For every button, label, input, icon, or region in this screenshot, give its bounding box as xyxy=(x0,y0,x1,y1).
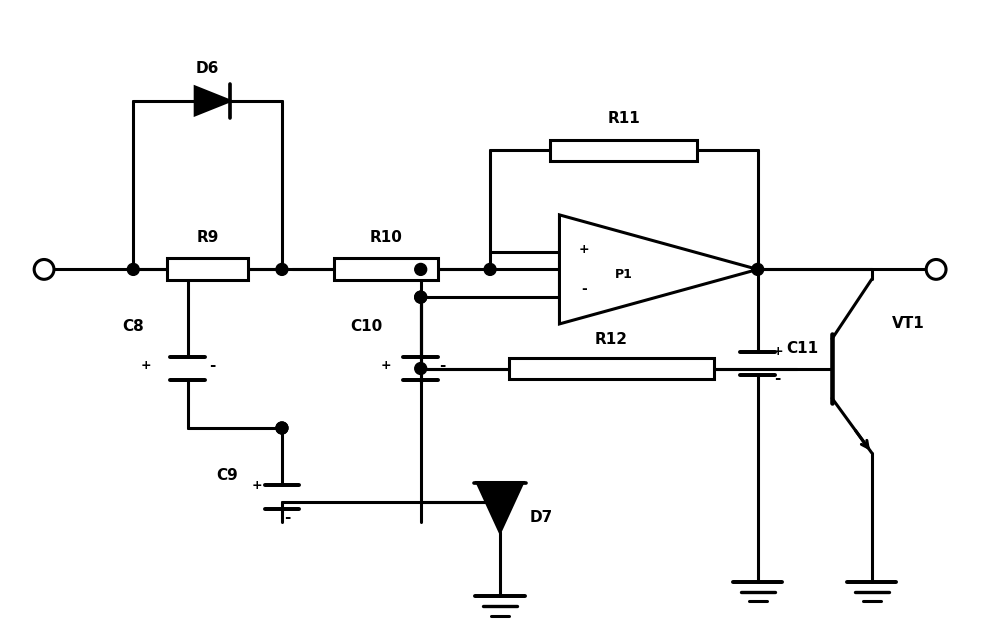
Text: P1: P1 xyxy=(615,268,633,281)
Circle shape xyxy=(276,422,288,434)
Text: +: + xyxy=(252,479,262,492)
Text: -: - xyxy=(209,358,216,373)
Text: -: - xyxy=(284,509,290,525)
Text: C8: C8 xyxy=(122,319,144,334)
Circle shape xyxy=(415,264,427,276)
Text: D7: D7 xyxy=(530,509,553,525)
Text: -: - xyxy=(774,371,781,386)
Circle shape xyxy=(415,291,427,303)
Circle shape xyxy=(276,264,288,276)
Circle shape xyxy=(484,264,496,276)
Text: -: - xyxy=(581,282,587,296)
Text: R11: R11 xyxy=(608,111,640,126)
Text: +: + xyxy=(141,359,151,372)
FancyBboxPatch shape xyxy=(167,259,248,281)
FancyBboxPatch shape xyxy=(509,358,714,379)
FancyBboxPatch shape xyxy=(334,259,438,281)
Text: VT1: VT1 xyxy=(892,316,924,331)
Text: C9: C9 xyxy=(217,467,238,482)
Circle shape xyxy=(415,291,427,303)
Polygon shape xyxy=(559,215,758,324)
Text: +: + xyxy=(381,359,391,372)
Circle shape xyxy=(415,362,427,374)
Text: C10: C10 xyxy=(350,319,382,334)
Text: -: - xyxy=(439,358,446,373)
Text: +: + xyxy=(772,345,783,358)
Text: R9: R9 xyxy=(196,230,219,245)
Text: D6: D6 xyxy=(196,61,219,76)
Circle shape xyxy=(494,496,506,508)
Text: +: + xyxy=(579,243,590,256)
Circle shape xyxy=(752,264,764,276)
Circle shape xyxy=(926,260,946,279)
FancyBboxPatch shape xyxy=(550,140,697,162)
Text: R10: R10 xyxy=(370,230,402,245)
Text: R12: R12 xyxy=(595,331,628,347)
Circle shape xyxy=(127,264,139,276)
Circle shape xyxy=(34,260,54,279)
Polygon shape xyxy=(477,482,523,532)
Polygon shape xyxy=(195,87,230,114)
Circle shape xyxy=(276,422,288,434)
Text: C11: C11 xyxy=(786,341,818,356)
